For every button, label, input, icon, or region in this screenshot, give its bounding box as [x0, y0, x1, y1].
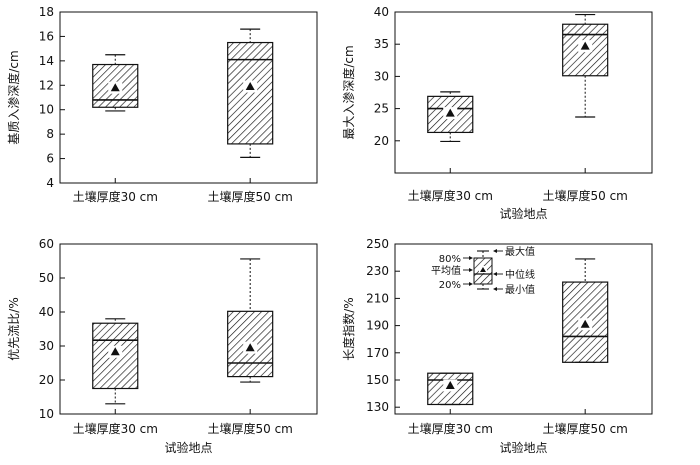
legend-label-mean: 平均值: [431, 264, 461, 277]
y-axis-label: 长度指数/%: [341, 297, 356, 360]
y-tick-label: 20: [374, 134, 389, 148]
x-tick-label: 土壤厚度50 cm: [542, 421, 627, 436]
y-tick-label: 6: [46, 152, 54, 166]
x-tick-label: 土壤厚度50 cm: [207, 421, 292, 436]
chart-panel-4: 130 150 170 190 210 230 250 土壤厚度30 cm 土壤厚度50 cm 长…: [341, 237, 653, 455]
mean-marker: [445, 108, 455, 117]
y-tick-label: 10: [39, 407, 54, 421]
y-axis-label: 优先流比/%: [7, 297, 21, 360]
y-tick-label: 30: [39, 339, 54, 353]
mean-marker: [445, 380, 455, 389]
x-axis-label: 试验地点: [499, 206, 547, 221]
y-tick-label: 16: [39, 29, 54, 43]
x-tick-label: 土壤厚度30 cm: [73, 421, 158, 436]
x-tick-label: 土壤厚度50 cm: [207, 189, 292, 204]
x-tick-label: 土壤厚度30 cm: [408, 421, 493, 436]
y-tick-label: 40: [374, 5, 389, 19]
box-body: [227, 41, 274, 145]
y-tick-label: 40: [39, 305, 54, 319]
chart-panel-2: 20 25 30 35 40 土壤厚度30 cm 土壤厚度50 cm 最大入渗深度/cm 试验地…: [341, 5, 653, 221]
mean-marker: [245, 82, 255, 91]
box-plot: [227, 28, 274, 158]
x-axis-label: 试验地点: [499, 440, 547, 455]
legend-arrow-mean-head: [469, 268, 473, 272]
y-tick-label: 14: [39, 54, 54, 68]
y-tick-label: 130: [366, 400, 389, 414]
mean-marker: [110, 83, 120, 92]
box-plot: [562, 258, 609, 363]
y-tick-label: 50: [39, 271, 54, 285]
legend-mean-marker: [480, 267, 486, 272]
y-tick-label: 250: [366, 237, 389, 251]
legend-arrow-median-head: [493, 272, 497, 276]
legend-label-max: 最大值: [505, 245, 535, 258]
y-tick-label: 30: [374, 69, 389, 83]
box-plot: [92, 318, 139, 405]
y-tick-label: 4: [46, 176, 54, 190]
box-plot: [427, 372, 474, 406]
legend-label-median: 中位线: [505, 268, 535, 281]
plot-frame: [59, 11, 318, 184]
plot-frame: [394, 11, 653, 174]
x-tick-label: 土壤厚度50 cm: [542, 188, 627, 203]
mean-marker: [580, 319, 590, 328]
y-tick-label: 10: [39, 103, 54, 117]
legend-arrow-max-head: [493, 249, 497, 253]
box-plot: [427, 91, 474, 143]
x-tick-label: 土壤厚度30 cm: [73, 189, 158, 204]
box-plot: [92, 54, 139, 112]
legend-arrow-min-head: [493, 287, 497, 291]
y-tick-label: 12: [39, 78, 54, 92]
plot-frame: [394, 243, 653, 415]
x-axis-label: 试验地点: [164, 440, 212, 455]
y-tick-label: 20: [39, 373, 54, 387]
chart-panel-3: 10 20 30 40 50 60 土壤厚度30 cm 土壤厚度50 cm 优先流比/% 试验地点: [7, 237, 318, 455]
y-tick-label: 170: [366, 346, 389, 360]
y-axis-label: 基质入渗深度/cm: [6, 50, 21, 144]
legend-label-p80: 80%: [439, 254, 461, 265]
y-tick-label: 150: [366, 373, 389, 387]
y-tick-label: 35: [374, 37, 389, 51]
legend-label-p20: 20%: [439, 280, 461, 291]
y-tick-label: 230: [366, 264, 389, 278]
y-axis-label: 最大入渗深度/cm: [341, 45, 356, 139]
mean-marker: [245, 343, 255, 352]
y-tick-label: 8: [46, 127, 54, 141]
y-tick-label: 60: [39, 237, 54, 251]
box-plot: [562, 13, 609, 118]
y-tick-label: 190: [366, 319, 389, 333]
y-tick-label: 18: [39, 5, 54, 19]
y-tick-label: 25: [374, 102, 389, 116]
plot-frame: [59, 243, 318, 415]
legend-arrow-p20-head: [469, 282, 473, 286]
y-tick-label: 210: [366, 291, 389, 305]
box-plot: [227, 258, 274, 383]
legend-arrow-p80-head: [469, 256, 473, 260]
chart-panel-1: 4 6 8 10 12 14 16 18 土壤厚度30 cm 土壤厚度50 cm 基质入渗深度/cm: [6, 5, 318, 204]
mean-marker: [580, 41, 590, 50]
x-tick-label: 土壤厚度30 cm: [408, 188, 493, 203]
legend-label-min: 最小值: [505, 283, 535, 296]
mean-marker: [110, 347, 120, 356]
